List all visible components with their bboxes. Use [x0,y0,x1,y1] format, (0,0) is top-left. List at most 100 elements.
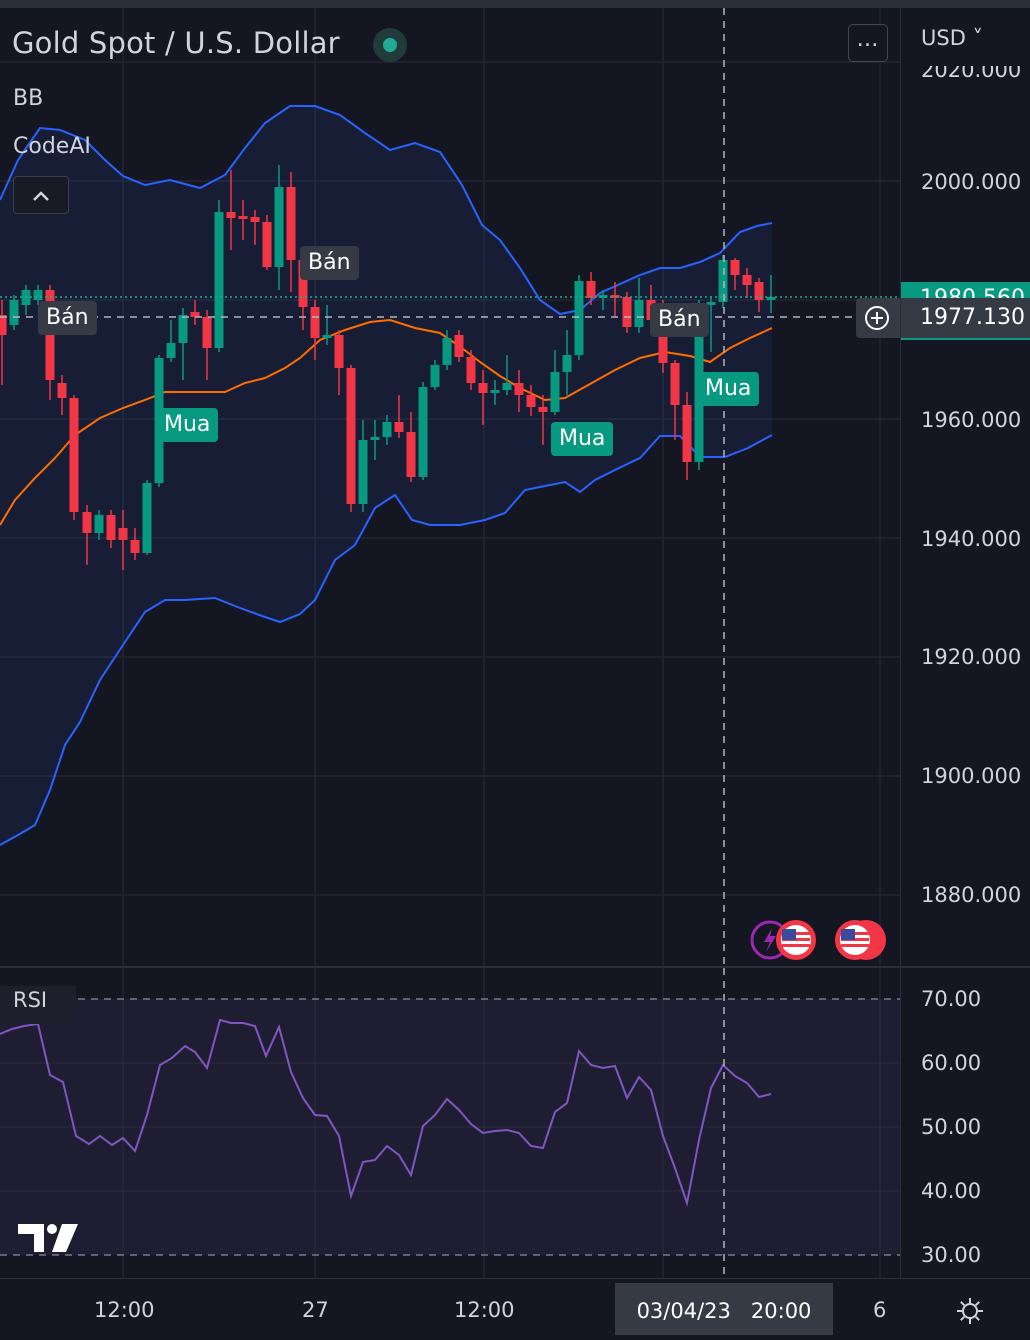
candle [322,305,332,345]
candle [502,355,512,395]
price-axis-label: 1960.000 [921,408,1022,432]
settings-gear-icon [957,1298,983,1324]
candle [406,412,416,482]
more-options-button[interactable]: … [848,24,888,62]
candle [706,296,716,352]
candle [550,350,560,415]
chart-settings-button[interactable] [954,1295,986,1327]
time-axis-label: 27 [302,1298,329,1322]
price-axis-label: 2000.000 [921,170,1022,194]
candle [142,480,152,555]
price-axis-label: 2020.000 [921,58,1022,82]
candle [166,320,176,362]
rsi-axis[interactable]: 70.00 60.00 50.00 40.00 30.00 [900,968,1030,1278]
time-axis-label: 6 [873,1298,887,1322]
sell-signal-label: Bán [650,303,709,337]
bollinger-lower-line [0,434,773,846]
time-axis[interactable]: 12:00 27 12:00 6 03/04/23 20:00 [0,1278,1030,1340]
indicator-bb-label[interactable]: BB [13,86,44,111]
crosshair-price-tag: 1977.130 [901,298,1030,338]
candle [514,370,524,412]
candle [682,392,692,480]
rsi-axis-label: 50.00 [921,1115,982,1139]
indicator-rsi-label[interactable]: RSI [13,988,48,1012]
candle [670,360,680,440]
candle [562,330,572,395]
bollinger-band-fill [0,106,772,845]
candle [478,370,488,425]
candle [766,275,776,313]
candle [250,210,260,245]
sell-signal-label: Bán [38,301,97,335]
candle [742,268,752,298]
add-alert-button[interactable] [856,298,900,338]
market-status-indicator[interactable] [373,28,407,62]
candle [430,360,440,390]
candle [69,395,79,520]
candle [526,385,536,416]
candle [754,278,764,312]
candle [418,382,428,480]
rsi-legend-background [0,986,76,1024]
bollinger-basis-line [0,318,773,526]
rsi-axis-label: 40.00 [921,1179,982,1203]
rsi-axis-label: 70.00 [921,987,982,1011]
time-axis-label: 12:00 [454,1298,515,1322]
economic-events[interactable] [750,920,886,960]
rsi-line [0,1018,772,1207]
candle [178,308,188,380]
candle [598,290,608,310]
candle [226,170,236,250]
currency-selector[interactable]: USD ˅ [921,26,984,50]
crosshair-time-tag: 03/04/23 20:00 [615,1283,833,1335]
sell-signal-label: Bán [300,246,359,280]
candle [370,420,380,460]
rsi-pane[interactable]: RSI [0,968,900,1278]
candle [0,300,7,385]
bollinger-upper-line [0,105,773,316]
rsi-axis-label: 30.00 [921,1243,982,1267]
candle [490,380,500,405]
main-chart-pane[interactable]: Bán Bán Mua Bán Mua Mua Gold Spot / U.S.… [0,8,900,966]
candle [382,415,392,445]
us-flag-icon[interactable] [835,920,886,960]
price-axis-label: 1900.000 [921,764,1022,788]
buy-signal-label: Mua [156,408,219,442]
candle [202,310,212,380]
candle [106,510,116,548]
candle [346,365,356,512]
candle [634,278,644,333]
price-grid [0,8,900,966]
candle [394,395,404,438]
add-alert-icon [865,306,889,330]
candle [442,330,452,370]
candle [334,330,344,395]
candle [130,528,140,560]
price-axis-label: 1920.000 [921,645,1022,669]
price-axis-label: 1940.000 [921,527,1022,551]
collapse-legend-button[interactable] [13,176,69,214]
candle [94,510,104,540]
us-flag-icon[interactable] [776,920,816,960]
tradingview-logo-icon[interactable] [18,1224,78,1252]
candle [82,505,92,565]
buy-signal-label: Mua [697,372,760,406]
candle [622,292,632,333]
candle [358,420,368,512]
indicator-codeai-label[interactable]: CodeAI [13,134,91,159]
candle [454,330,464,362]
candle [118,510,128,570]
rsi-chart-canvas[interactable] [0,968,900,1278]
price-chart-canvas[interactable] [0,8,900,966]
price-axis[interactable]: USD ˅ 2020.000 2000.000 1960.000 1940.00… [900,8,1030,966]
buy-signal-label: Mua [551,422,614,456]
price-axis-label: 1880.000 [921,883,1022,907]
symbol-title[interactable]: Gold Spot / U.S. Dollar [12,26,340,60]
time-axis-label: 12:00 [94,1298,155,1322]
candle [274,165,284,290]
candle [466,350,476,390]
candle [310,300,320,360]
pane-separator[interactable] [0,966,1030,968]
candle [238,200,248,240]
candle [730,258,740,290]
